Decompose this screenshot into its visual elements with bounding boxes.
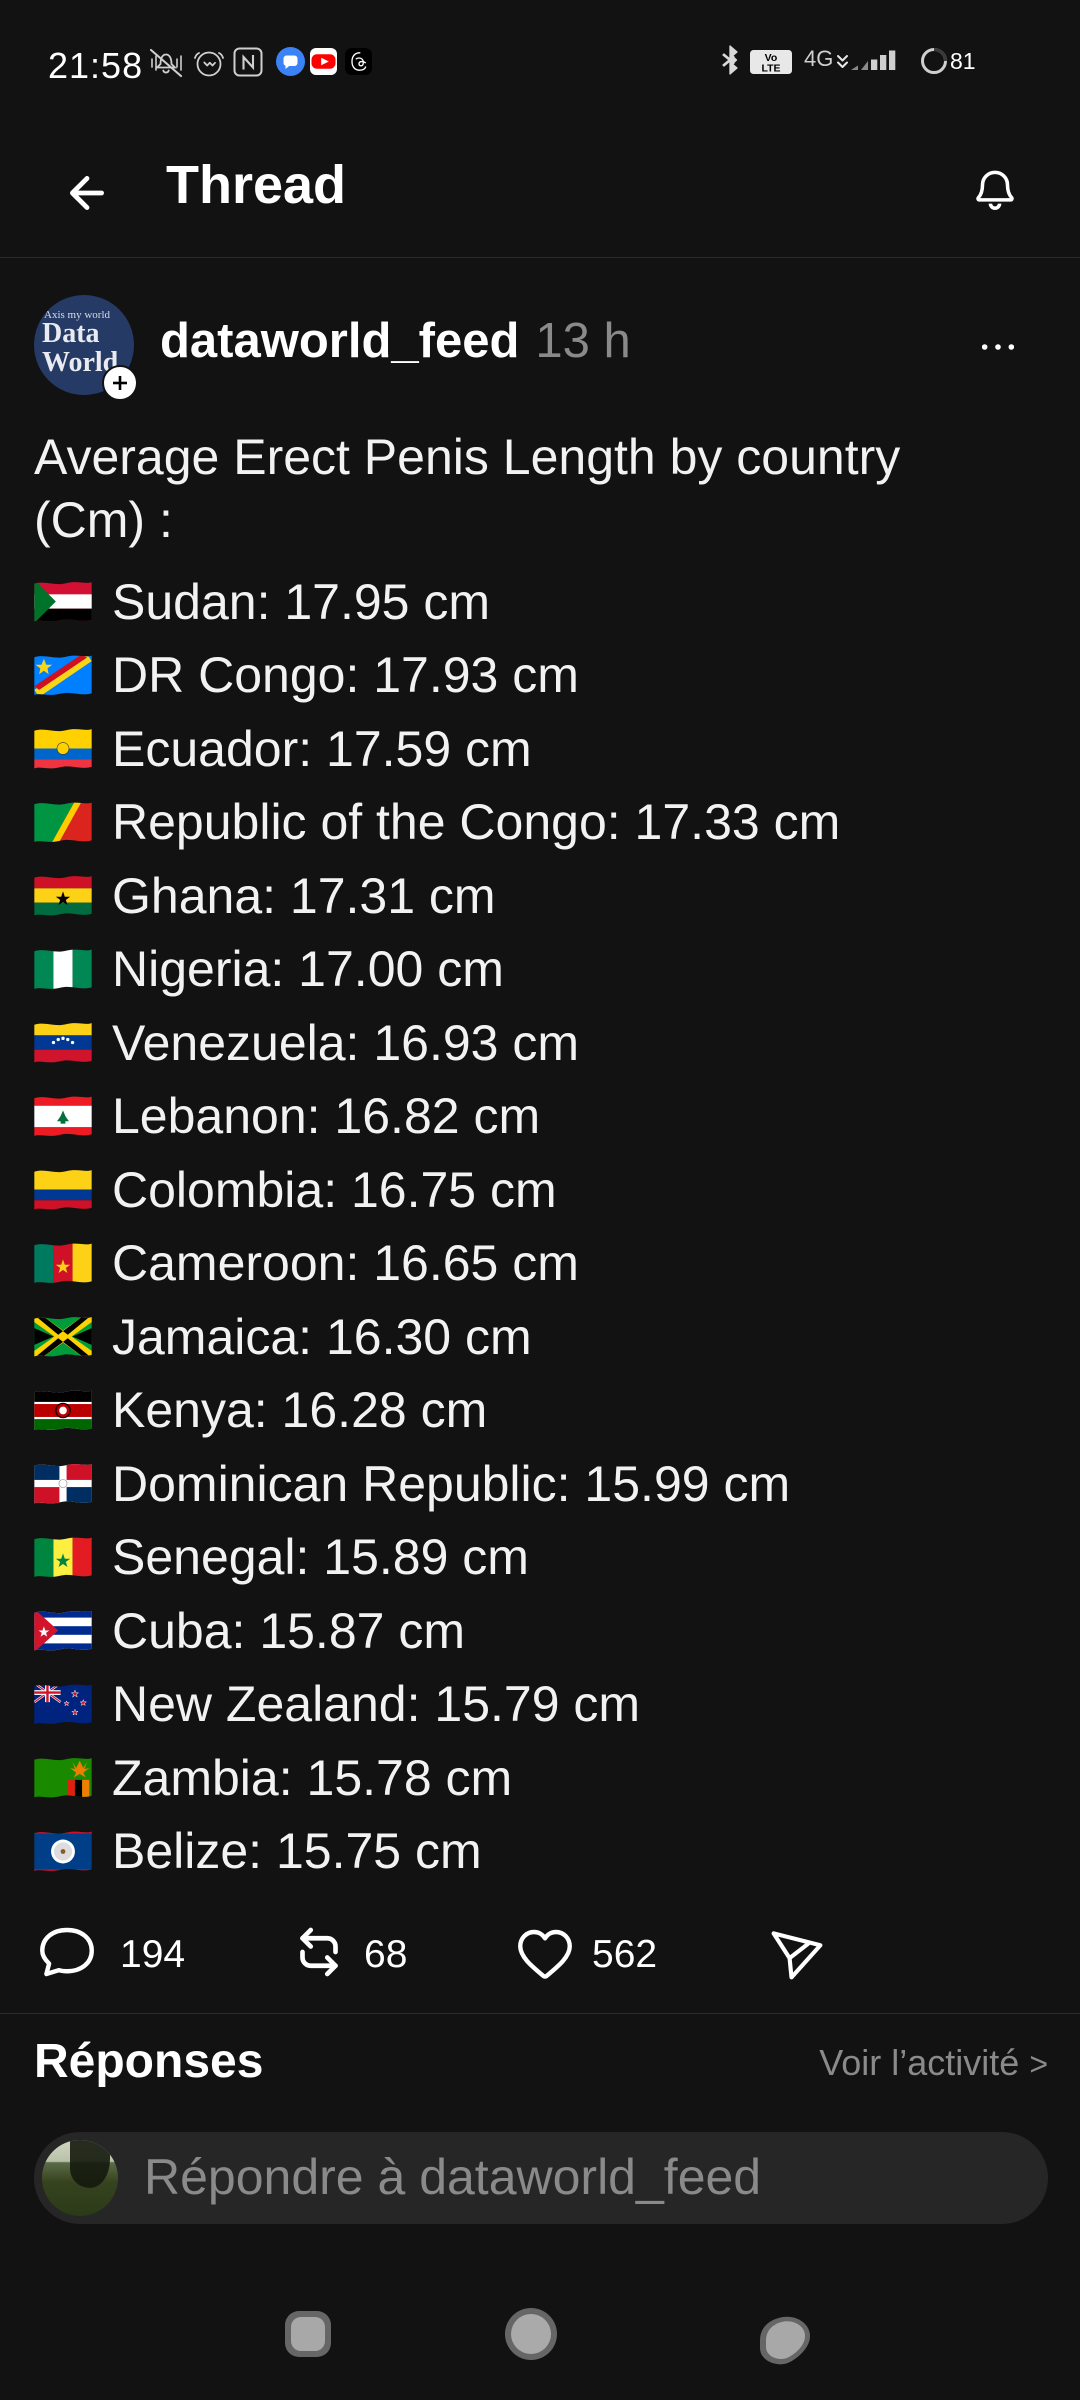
svg-text:LTE: LTE: [761, 63, 780, 75]
svg-text:81: 81: [950, 48, 976, 74]
svg-text:4G: 4G: [804, 46, 833, 71]
